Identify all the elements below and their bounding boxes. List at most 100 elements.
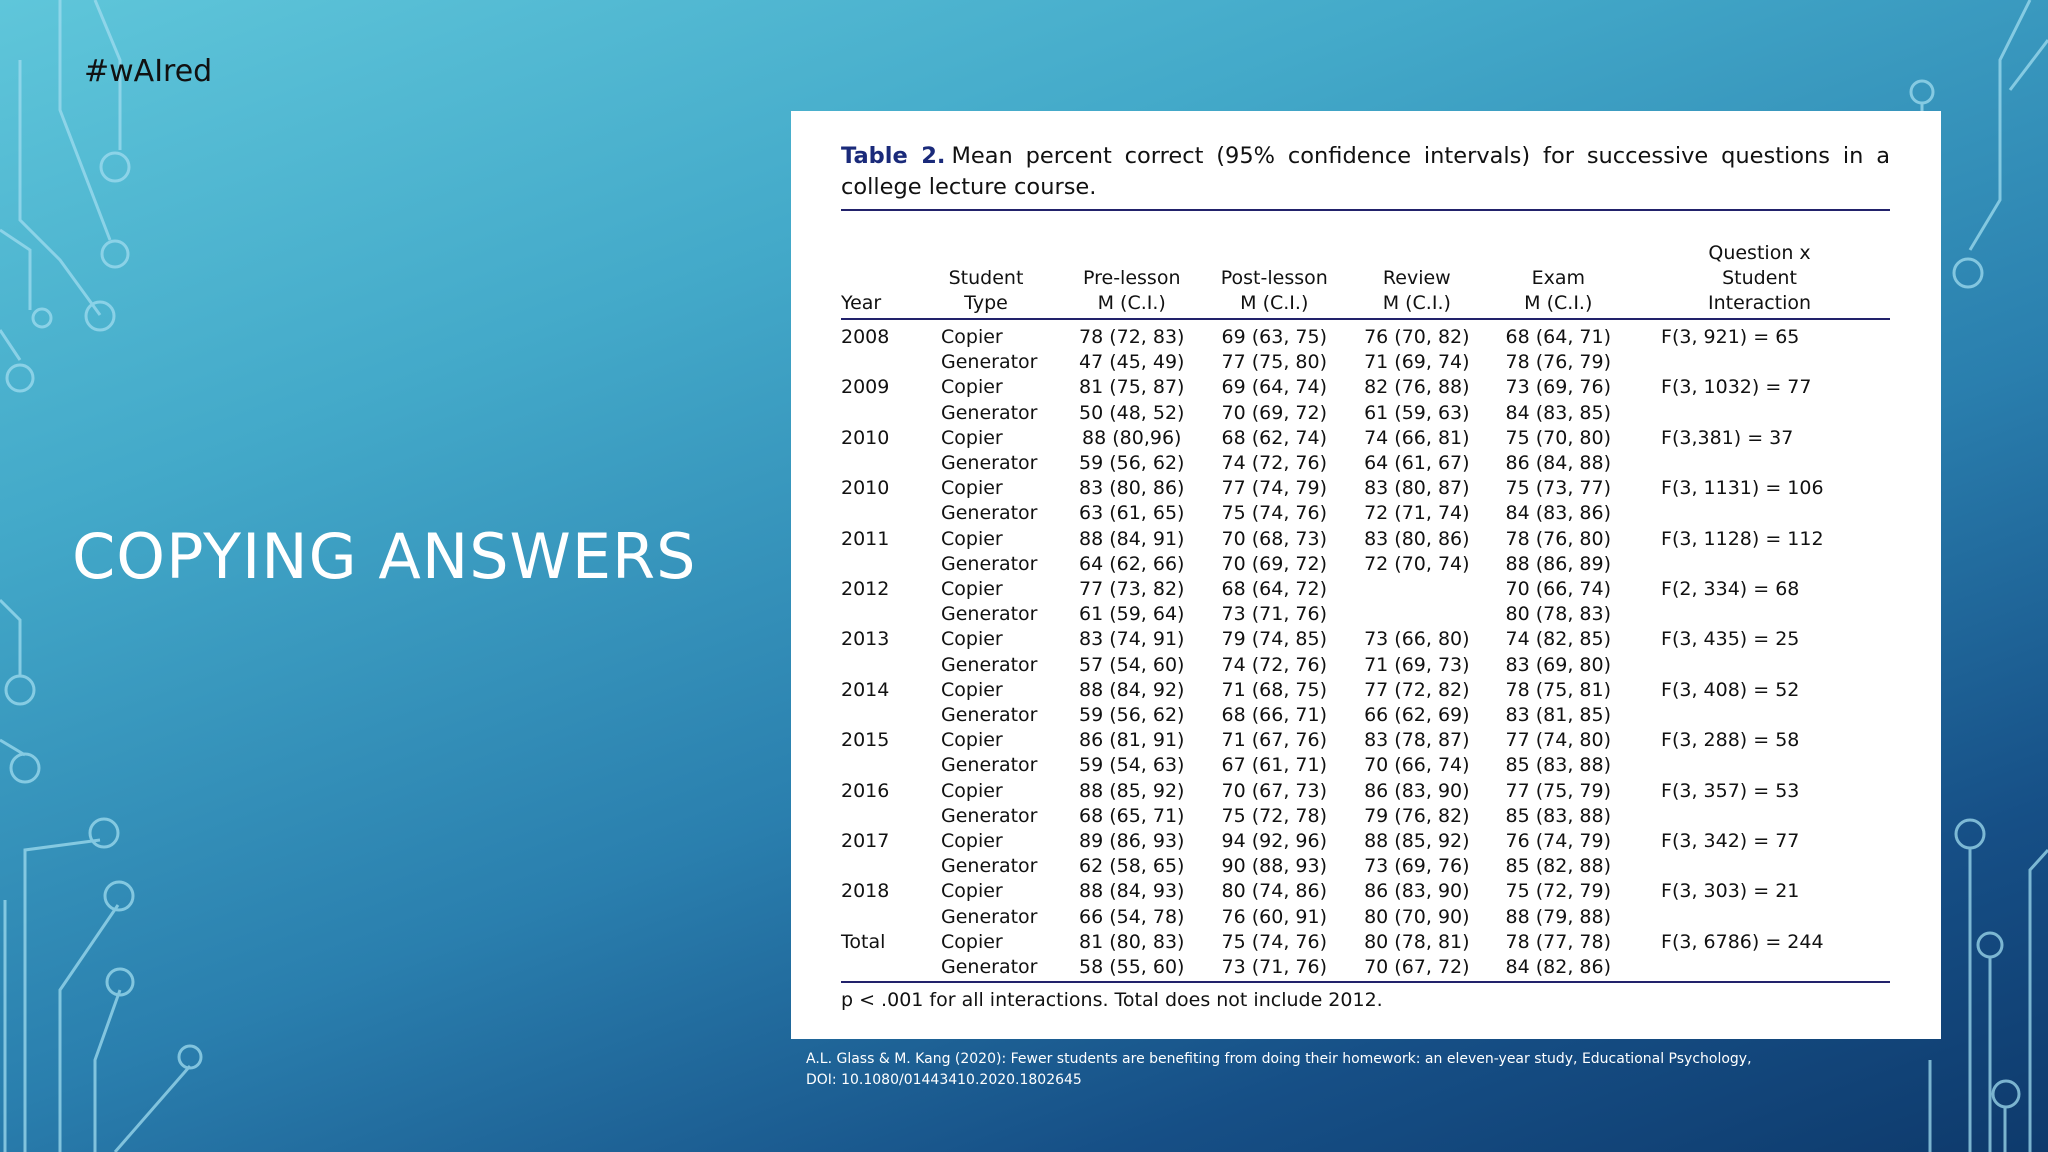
cell-review bbox=[1346, 577, 1487, 602]
cell-year: 2011 bbox=[841, 527, 890, 550]
header-review: Review M (C.I.) bbox=[1346, 241, 1488, 320]
cell-post-lesson: 69 (63, 75) bbox=[1221, 326, 1328, 348]
cell-interaction: F(3, 1128) = 112 bbox=[1661, 527, 1824, 550]
cell-review: 72 (71, 74) bbox=[1364, 502, 1470, 525]
header-student-type-line2: Type bbox=[964, 292, 1008, 314]
cell-post-lesson: 90 (88, 93) bbox=[1221, 855, 1328, 878]
table-header-row: Year Student Type Pre-lesson M (C.I.) Po… bbox=[841, 241, 1890, 320]
cell-review: 73 (66, 80) bbox=[1364, 628, 1470, 651]
cell-interaction: F(3, 921) = 65 bbox=[1661, 326, 1800, 348]
citation-line2: DOI: 10.1080/01443410.2020.1802645 bbox=[806, 1072, 1082, 1088]
cell-student-type: Copier bbox=[941, 376, 1003, 399]
header-interaction-line1: Question x bbox=[1708, 242, 1811, 264]
cell-year bbox=[841, 350, 941, 375]
cell-post-lesson: 69 (64, 74) bbox=[1221, 376, 1328, 399]
cell-year: 2016 bbox=[841, 779, 890, 802]
header-post-lesson-line2: M (C.I.) bbox=[1240, 292, 1309, 314]
header-pre-lesson: Pre-lesson M (C.I.) bbox=[1061, 241, 1203, 320]
table-row: Generator 64 (62, 66) 70 (69, 72) 72 (70, 7… bbox=[841, 552, 1890, 577]
cell-interaction bbox=[1629, 955, 1890, 984]
cell-post-lesson: 70 (69, 72) bbox=[1221, 401, 1328, 424]
cell-interaction bbox=[1629, 653, 1890, 678]
table-row: 2010 Copier 83 (80, 86) 77 (74, 79) 83 (80, … bbox=[841, 476, 1890, 501]
cell-student-type: Copier bbox=[941, 578, 1003, 601]
header-post-lesson: Post-lesson M (C.I.) bbox=[1202, 241, 1347, 320]
cell-post-lesson: 94 (92, 96) bbox=[1221, 830, 1328, 853]
cell-student-type: Copier bbox=[941, 729, 1003, 752]
table-row: Generator 59 (54, 63) 67 (61, 71) 70 (66, 7… bbox=[841, 753, 1890, 778]
cell-interaction bbox=[1629, 753, 1890, 778]
cell-post-lesson: 70 (67, 73) bbox=[1221, 779, 1328, 802]
cell-year bbox=[841, 804, 941, 829]
cell-pre-lesson: 66 (54, 78) bbox=[1079, 905, 1185, 928]
table-label: Table 2. bbox=[841, 143, 946, 169]
cell-interaction: F(3, 408) = 52 bbox=[1661, 678, 1800, 701]
cell-exam: 73 (69, 76) bbox=[1505, 376, 1612, 399]
cell-pre-lesson: 88 (84, 91) bbox=[1079, 527, 1185, 550]
cell-interaction bbox=[1629, 905, 1890, 930]
cell-post-lesson: 73 (71, 76) bbox=[1202, 955, 1347, 984]
cell-student-type: Copier bbox=[941, 477, 1003, 500]
cell-year: 2014 bbox=[841, 678, 890, 701]
cell-exam: 75 (72, 79) bbox=[1505, 880, 1612, 903]
table-row: Generator 57 (54, 60) 74 (72, 76) 71 (69, 7… bbox=[841, 653, 1890, 678]
cell-student-type: Copier bbox=[941, 326, 1003, 348]
table-row: 2010 Copier 88 (80,96) 68 (62, 74) 74 (66, 8… bbox=[841, 426, 1890, 451]
cell-post-lesson: 75 (74, 76) bbox=[1221, 930, 1328, 953]
cell-exam: 85 (83, 88) bbox=[1505, 754, 1612, 777]
cell-student-type: Copier bbox=[941, 426, 1003, 449]
cell-exam: 74 (82, 85) bbox=[1505, 628, 1612, 651]
cell-review bbox=[1346, 602, 1487, 627]
cell-student-type: Generator bbox=[941, 552, 1038, 575]
cell-review: 73 (69, 76) bbox=[1364, 855, 1470, 878]
cell-review: 72 (70, 74) bbox=[1364, 552, 1470, 575]
cell-exam: 77 (75, 79) bbox=[1505, 779, 1612, 802]
cell-pre-lesson: 88 (85, 92) bbox=[1079, 779, 1185, 802]
cell-pre-lesson: 58 (55, 60) bbox=[1061, 955, 1203, 984]
cell-interaction: F(3, 435) = 25 bbox=[1661, 628, 1800, 651]
cell-exam: 70 (66, 74) bbox=[1505, 578, 1612, 601]
cell-interaction bbox=[1629, 602, 1890, 627]
table-row: 2017 Copier 89 (86, 93) 94 (92, 96) 88 (85, … bbox=[841, 829, 1890, 854]
cell-pre-lesson: 68 (65, 71) bbox=[1079, 804, 1185, 827]
cell-review: 82 (76, 88) bbox=[1364, 376, 1470, 399]
cell-exam: 76 (74, 79) bbox=[1505, 830, 1612, 853]
cell-student-type: Generator bbox=[941, 653, 1038, 676]
cell-year: 2009 bbox=[841, 376, 890, 399]
cell-post-lesson: 80 (74, 86) bbox=[1221, 880, 1328, 903]
cell-interaction bbox=[1629, 501, 1890, 526]
cell-post-lesson: 68 (62, 74) bbox=[1221, 426, 1328, 449]
cell-student-type: Generator bbox=[941, 905, 1038, 928]
cell-review: 83 (78, 87) bbox=[1364, 729, 1470, 752]
table-caption: Table 2. Mean percent correct (95% confid… bbox=[841, 141, 1890, 211]
cell-interaction bbox=[1629, 451, 1890, 476]
cell-exam: 86 (84, 88) bbox=[1505, 452, 1612, 475]
cell-interaction bbox=[1629, 401, 1890, 426]
cell-interaction: F(3, 6786) = 244 bbox=[1661, 930, 1824, 953]
cell-pre-lesson: 77 (73, 82) bbox=[1079, 578, 1185, 601]
hashtag-label: #wAIred bbox=[84, 54, 213, 89]
cell-post-lesson: 71 (68, 75) bbox=[1221, 678, 1328, 701]
cell-review: 76 (70, 82) bbox=[1364, 326, 1470, 348]
cell-year bbox=[841, 501, 941, 526]
cell-exam: 75 (70, 80) bbox=[1505, 426, 1612, 449]
cell-post-lesson: 74 (72, 76) bbox=[1221, 653, 1328, 676]
cell-exam: 77 (74, 80) bbox=[1505, 729, 1612, 752]
cell-year bbox=[841, 854, 941, 879]
cell-exam: 84 (83, 85) bbox=[1505, 401, 1612, 424]
table-footnote: p < .001 for all interactions. Total doe… bbox=[841, 989, 1383, 1012]
citation: A.L. Glass & M. Kang (2020): Fewer stude… bbox=[806, 1049, 2006, 1091]
header-exam-line1: Exam bbox=[1531, 267, 1585, 289]
cell-pre-lesson: 83 (80, 86) bbox=[1079, 477, 1185, 500]
cell-review: 77 (72, 82) bbox=[1364, 678, 1470, 701]
cell-review: 66 (62, 69) bbox=[1364, 704, 1470, 727]
cell-pre-lesson: 86 (81, 91) bbox=[1079, 729, 1185, 752]
cell-year bbox=[841, 753, 941, 778]
table-row: Total Copier 81 (80, 83) 75 (74, 76) 80 (78,… bbox=[841, 930, 1890, 955]
cell-review: 64 (61, 67) bbox=[1364, 452, 1470, 475]
table-row: 2011 Copier 88 (84, 91) 70 (68, 73) 83 (80, … bbox=[841, 527, 1890, 552]
table-row: 2014 Copier 88 (84, 92) 71 (68, 75) 77 (72, … bbox=[841, 678, 1890, 703]
cell-student-type: Generator bbox=[941, 955, 1061, 984]
header-review-line2: M (C.I.) bbox=[1382, 292, 1451, 314]
cell-student-type: Copier bbox=[941, 930, 1003, 953]
